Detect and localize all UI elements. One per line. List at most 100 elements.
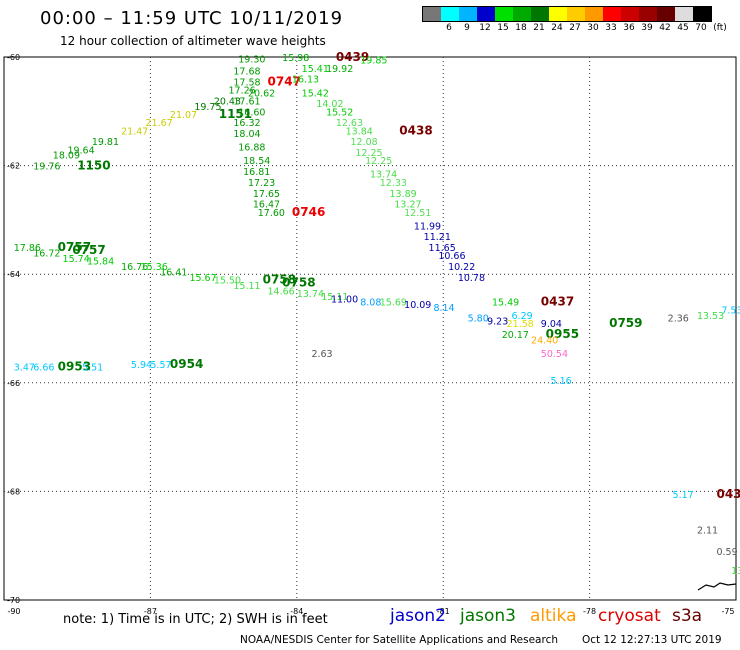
- map-frame: [3, 56, 737, 601]
- wave-height-label: 15.50: [214, 276, 241, 287]
- axis-tick-labels: -90 -87 -84 -81 -78 -75 -60 -62 -64 -66 -68 -70: [7, 53, 735, 616]
- footer-note: note: 1) Time is in UTC; 2) SWH is in fe…: [63, 612, 328, 627]
- wave-height-label: 5.51: [82, 363, 103, 374]
- wave-height-label: 5.17: [673, 490, 694, 501]
- map-subtitle: 12 hour collection of altimeter wave hei…: [60, 34, 326, 48]
- color-legend-label: 15: [497, 23, 509, 33]
- wave-height-label: 14.66: [268, 286, 295, 297]
- color-swatch: [567, 7, 585, 21]
- color-swatch: [423, 7, 441, 21]
- wave-height-label: 13.74: [297, 289, 324, 300]
- pass-time-label: 0439: [336, 50, 369, 64]
- color-swatch: [531, 7, 549, 21]
- pass-time-label: 0757: [72, 243, 105, 257]
- wave-height-label: 13.53: [697, 311, 724, 322]
- wave-height-label: 12.63: [336, 118, 363, 129]
- color-legend-label: 21: [533, 23, 545, 33]
- pass-time-label: 0437: [541, 294, 574, 308]
- wave-height-label: 17.61: [233, 96, 260, 107]
- color-legend-label: 12: [479, 23, 491, 33]
- wave-height-label: 7.53: [721, 305, 740, 316]
- wave-height-label: 6.66: [33, 363, 54, 374]
- wave-height-label: 18.09: [53, 151, 80, 162]
- longitude-tick-label: -90: [7, 607, 20, 616]
- wave-height-label: 15.36: [141, 262, 168, 273]
- wave-height-label: 5.80: [468, 314, 489, 325]
- wave-height-label: 18.04: [233, 129, 260, 140]
- wave-height-label: 9.23: [487, 316, 508, 327]
- wave-height-label: 2.11: [697, 525, 718, 536]
- pass-time-label: 1150: [77, 159, 110, 173]
- wave-height-label: 11.65: [429, 243, 456, 254]
- wave-height-label: 20.17: [502, 330, 529, 341]
- wave-height-label: 16.13: [292, 75, 319, 86]
- wave-height-label: 15.74: [63, 254, 90, 265]
- pass-time-label: 0953: [58, 360, 91, 374]
- color-legend-label: 42: [659, 23, 671, 33]
- pass-time-label: 0438: [399, 123, 432, 137]
- color-legend-label: 6: [446, 23, 452, 33]
- color-swatch: [657, 7, 675, 21]
- color-legend-label: 24: [551, 23, 563, 33]
- wave-height-label: 11.21: [424, 232, 451, 243]
- color-legend-label: 30: [587, 23, 599, 33]
- wave-height-label: 12.51: [404, 208, 431, 219]
- wave-height-label: 13.89: [390, 189, 417, 200]
- satellite-legend-item: jason3: [460, 606, 516, 626]
- latitude-tick-label: -70: [7, 596, 20, 605]
- generated-timestamp: Oct 12 12:27:13 UTC 2019: [582, 634, 722, 646]
- wave-height-label: 15.52: [326, 107, 353, 118]
- credit-line: NOAA/NESDIS Center for Satellite Applica…: [240, 634, 558, 646]
- color-legend-label: 36: [623, 23, 635, 33]
- longitude-tick-label: -81: [437, 607, 450, 616]
- color-legend-unit: (ft): [713, 23, 727, 33]
- wave-height-label: 15.84: [87, 257, 114, 268]
- wave-height-label: 17.68: [233, 67, 260, 78]
- pass-time-label: 0436: [716, 487, 740, 501]
- map-title: 00:00 – 11:59 UTC 10/11/2019: [40, 8, 344, 29]
- wave-height-label: 19.75: [194, 102, 221, 113]
- longitude-tick-label: -87: [144, 607, 157, 616]
- wave-height-label: 20.62: [248, 88, 275, 99]
- wave-height-label: 13.27: [394, 200, 421, 211]
- wave-height-label: 19.64: [67, 145, 94, 156]
- longitude-tick-label: -78: [583, 607, 596, 616]
- wave-height-label: 16.76: [121, 262, 148, 273]
- wave-height-label: 10.09: [404, 300, 431, 311]
- coastline-fragment: [697, 582, 737, 591]
- wave-height-label: 16.81: [243, 167, 270, 178]
- wave-height-label: 10.66: [438, 251, 465, 262]
- wave-height-label: 16.41: [160, 267, 187, 278]
- wave-height-label: 15.69: [380, 297, 407, 308]
- wave-height-label: 13.61: [731, 566, 740, 577]
- color-swatch: [621, 7, 639, 21]
- wave-height-label: 19.76: [33, 162, 60, 173]
- latitude-tick-label: -60: [7, 53, 20, 62]
- color-legend-label: 9: [464, 23, 470, 33]
- wave-height-label: 13.74: [370, 170, 397, 181]
- longitude-tick-label: -75: [721, 607, 734, 616]
- wave-height-label: 12.08: [350, 137, 377, 148]
- color-swatch: [441, 7, 459, 21]
- pass-time-label: 1151: [219, 107, 252, 121]
- wave-height-label: 6.29: [512, 311, 533, 322]
- color-legend-label: 45: [677, 23, 689, 33]
- wave-height-label: 5.94: [131, 360, 152, 371]
- wave-height-label: 2.36: [668, 314, 689, 325]
- wave-height-label: 19.81: [92, 137, 119, 148]
- wave-height-label: 13.84: [346, 126, 373, 137]
- wave-height-label: 14.02: [316, 99, 343, 110]
- wave-height-label: 10.78: [458, 273, 485, 284]
- color-swatch: [477, 7, 495, 21]
- wave-height-label: 0.59: [716, 547, 737, 558]
- wave-height-label: 5.16: [551, 376, 572, 387]
- wave-height-label: 17.60: [258, 208, 285, 219]
- wave-height-label: 10.22: [448, 262, 475, 273]
- wave-height-label: 19.85: [360, 56, 387, 67]
- pass-time-label: 0746: [292, 205, 325, 219]
- wave-height-label: 21.58: [507, 319, 534, 330]
- latitude-tick-label: -68: [7, 487, 20, 496]
- color-swatch: [639, 7, 657, 21]
